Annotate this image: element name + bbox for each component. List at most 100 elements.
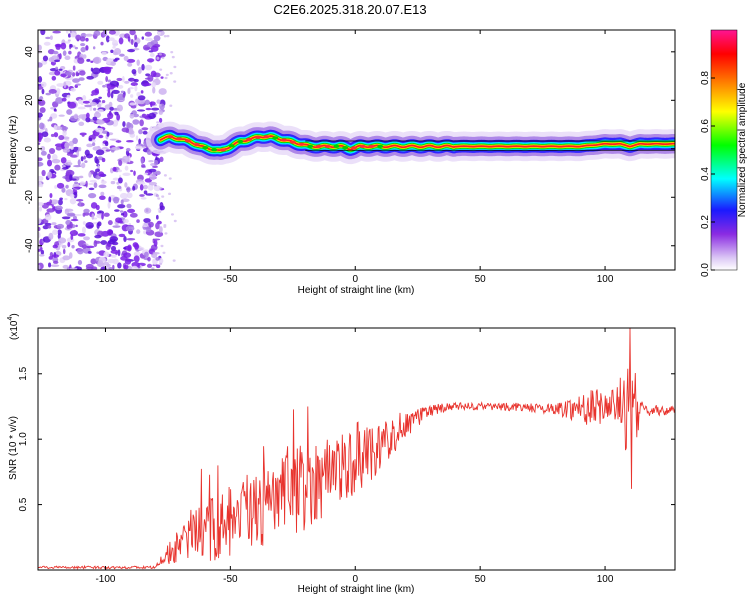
ridge-spot	[368, 144, 375, 148]
noise-blob	[88, 183, 95, 186]
noise-blob	[49, 116, 53, 122]
noise-blob	[76, 199, 84, 202]
noise-blob	[105, 149, 111, 152]
colorbar-tick-label: 0.4	[700, 167, 711, 181]
noise-blob	[100, 41, 104, 46]
ridge-band	[159, 135, 675, 152]
noise-blob	[109, 236, 119, 242]
noise-blob	[126, 203, 132, 209]
noise-blob	[77, 233, 86, 237]
noise-blob	[97, 80, 104, 85]
noise-blob	[159, 205, 165, 211]
noise-blob	[62, 248, 66, 255]
noise-blob	[172, 259, 176, 262]
noise-blob	[125, 225, 135, 232]
noise-blob	[110, 254, 117, 258]
noise-blob	[45, 92, 51, 96]
noise-blob	[129, 212, 138, 218]
noise-blob	[38, 142, 41, 145]
noise-blob	[133, 41, 138, 48]
noise-blob	[130, 38, 134, 46]
noise-blob	[153, 35, 161, 42]
noise-blob	[95, 111, 99, 115]
noise-blob	[124, 165, 129, 171]
noise-blob	[80, 156, 84, 162]
noise-blob	[173, 65, 177, 69]
noise-blob	[91, 67, 101, 75]
noise-blob	[126, 139, 134, 143]
noise-blob	[78, 201, 82, 207]
noise-blob	[65, 41, 71, 44]
noise-blob	[69, 198, 77, 205]
noise-blob	[142, 146, 146, 149]
noise-blob	[114, 209, 120, 212]
ridge-spot	[219, 148, 226, 152]
noise-blob	[163, 225, 167, 228]
noise-blob	[158, 103, 162, 107]
noise-blob	[85, 112, 90, 119]
noise-blob	[144, 251, 149, 258]
noise-blob	[135, 135, 139, 141]
noise-blob	[159, 156, 164, 163]
ridge-spot	[377, 144, 384, 148]
noise-blob	[90, 93, 94, 97]
noise-blob	[123, 55, 129, 61]
noise-blob	[88, 193, 97, 199]
x-tick-label: 0	[352, 574, 358, 585]
noise-blob	[82, 54, 87, 59]
noise-blob	[73, 229, 77, 235]
noise-blob	[86, 75, 94, 80]
ridge-spot	[333, 144, 340, 148]
noise-blob	[53, 260, 59, 264]
noise-blob	[93, 240, 98, 247]
noise-blob	[164, 76, 168, 80]
noise-blob	[107, 201, 111, 209]
noise-blob	[148, 181, 158, 186]
noise-blob	[81, 226, 86, 234]
noise-blob	[143, 190, 148, 195]
noise-blob	[133, 47, 140, 51]
noise-blob	[107, 112, 114, 120]
noise-blob	[158, 53, 162, 56]
noise-blob	[144, 99, 151, 105]
noise-blob	[56, 182, 65, 189]
noise-blob	[141, 164, 146, 168]
noise-blob	[41, 88, 45, 95]
noise-blob	[159, 68, 163, 71]
ridge-spot	[351, 146, 358, 150]
noise-blob	[46, 159, 53, 167]
noise-blob	[83, 155, 86, 160]
noise-blob	[116, 113, 121, 121]
noise-blob	[79, 36, 86, 42]
noise-blob	[85, 153, 94, 159]
noise-blob	[149, 101, 156, 106]
ridge-spot	[237, 139, 244, 144]
noise-blob	[52, 229, 59, 235]
noise-blob	[125, 147, 131, 152]
ridge-spot	[254, 135, 261, 139]
spectrogram-frame	[37, 29, 676, 271]
noise-blob	[151, 267, 155, 270]
noise-blob	[83, 236, 90, 241]
spectrogram-y-label: Frequency (Hz)	[8, 116, 19, 185]
noise-blob	[155, 77, 159, 81]
noise-blob	[119, 192, 129, 199]
noise-blob	[61, 97, 67, 102]
noise-blob	[112, 39, 118, 47]
ridge-spot	[298, 142, 305, 146]
noise-blob	[56, 223, 65, 229]
noise-blob	[70, 145, 74, 150]
noise-blob	[111, 149, 115, 153]
noise-blob	[166, 34, 170, 38]
noise-blob	[81, 244, 87, 249]
noise-blob	[97, 145, 100, 148]
noise-blob	[109, 106, 114, 111]
noise-blob	[70, 178, 77, 181]
noise-blob	[120, 90, 125, 94]
noise-blob	[170, 50, 174, 54]
ridge-spot	[316, 144, 323, 148]
noise-blob	[123, 247, 127, 250]
noise-blob	[38, 44, 42, 51]
noise-blob	[101, 51, 107, 56]
noise-blob	[110, 61, 116, 66]
